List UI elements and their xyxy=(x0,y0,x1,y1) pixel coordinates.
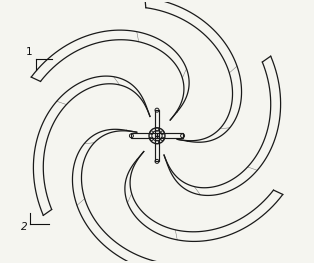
Text: 2: 2 xyxy=(20,222,27,232)
Text: 1: 1 xyxy=(26,47,33,57)
